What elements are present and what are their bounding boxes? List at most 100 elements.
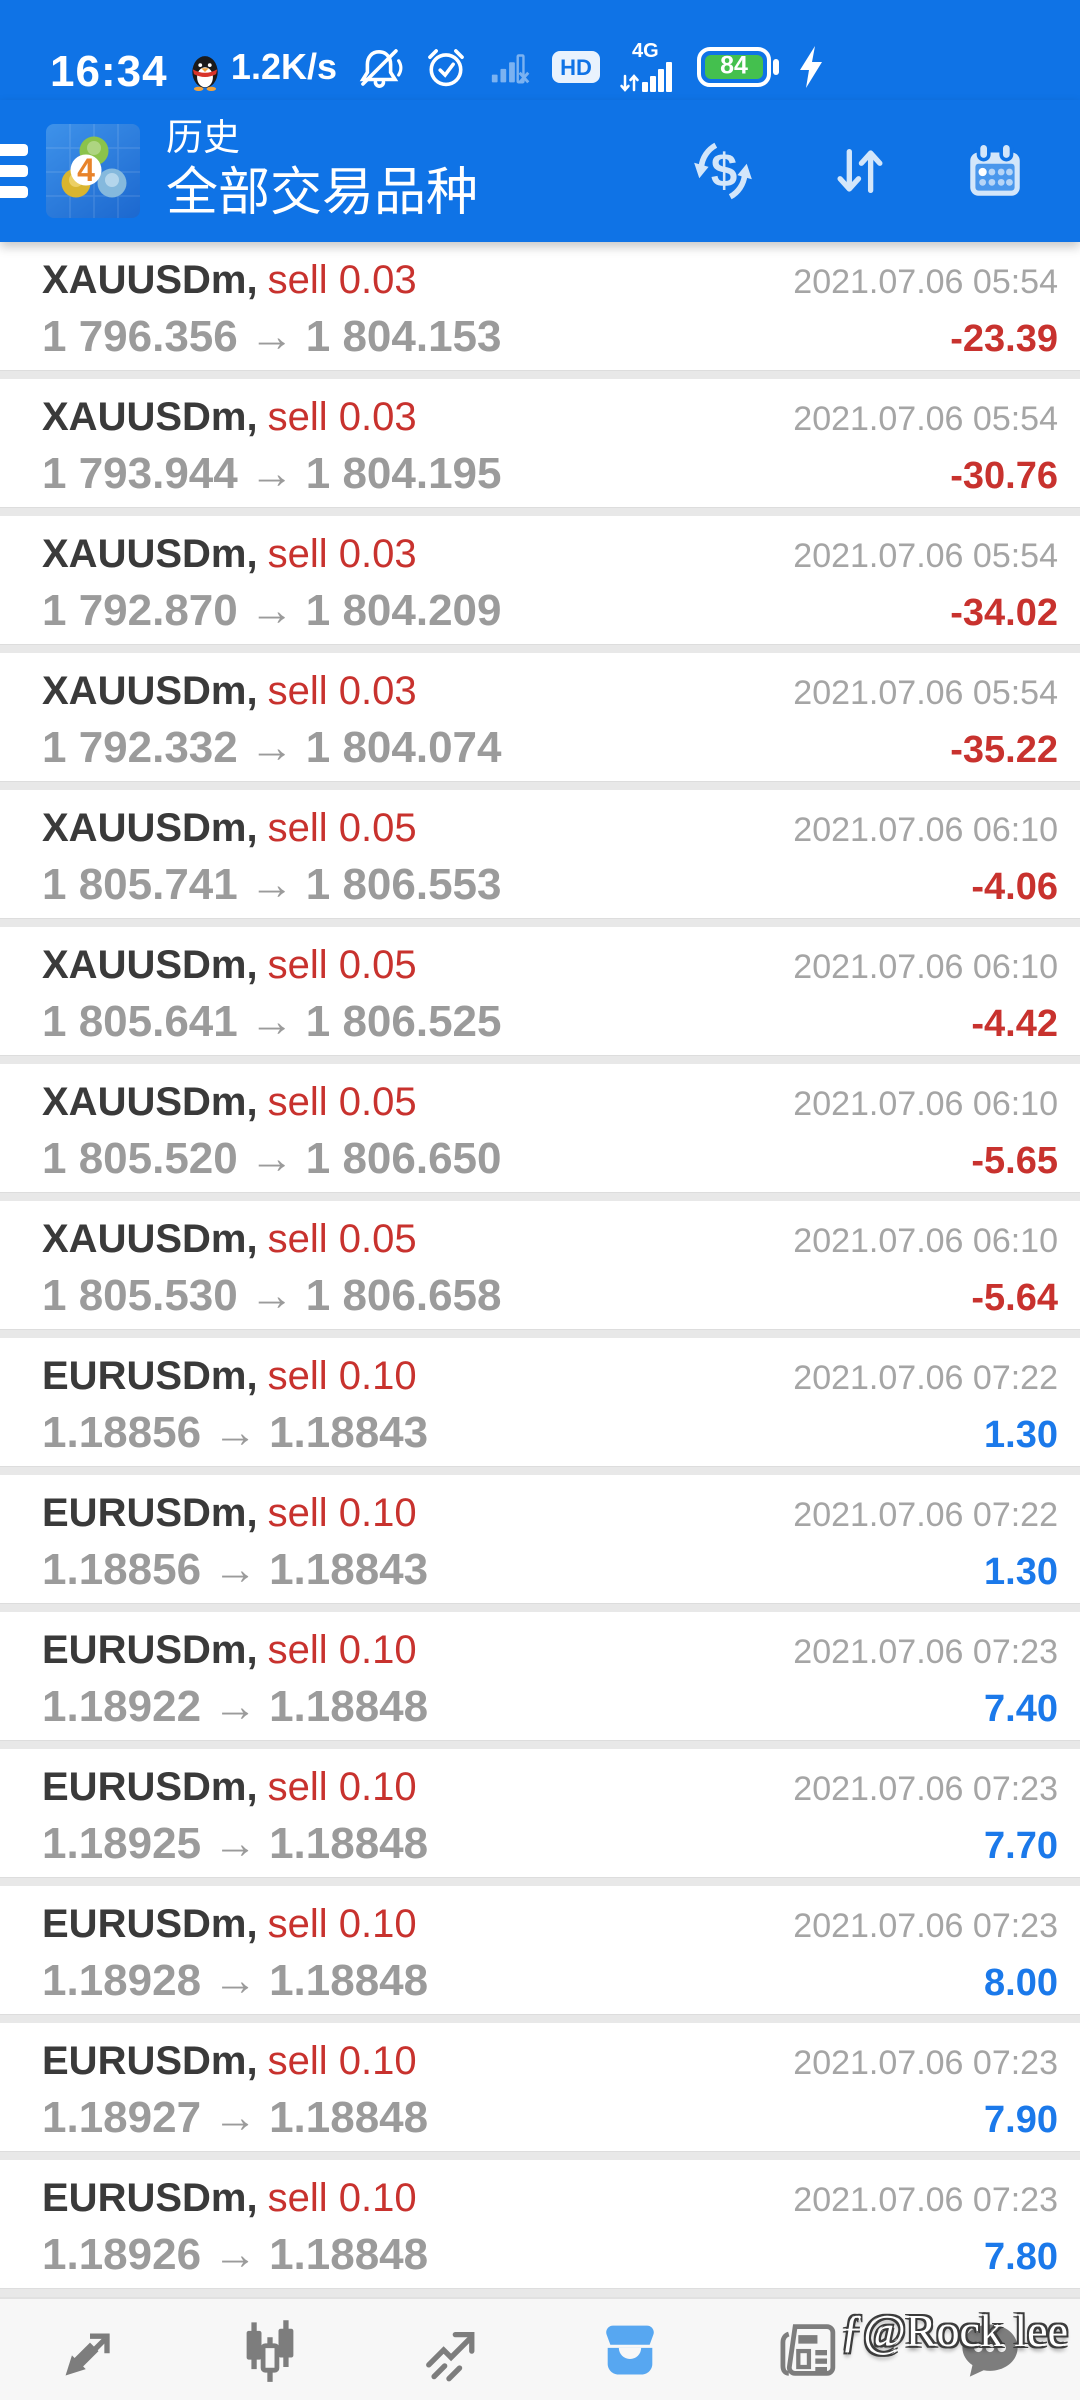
trade-row[interactable]: XAUUSDm, sell 0.03 2021.07.06 05:54 1 792… [0,653,1080,781]
profit-value: 7.70 [984,1825,1058,1867]
charts-icon[interactable] [180,2299,360,2400]
trade-row[interactable]: EURUSDm, sell 0.10 2021.07.06 07:22 1.188… [0,1475,1080,1603]
open-price: 1 805.520 [42,1134,238,1183]
open-price: 1.18928 [42,1956,202,2005]
profit-value: 7.40 [984,1688,1058,1730]
price-arrow-icon: → [213,1819,258,1868]
close-price: 1 806.658 [305,1271,502,1320]
trade-time: 2021.07.06 06:10 [793,1085,1058,1123]
sort-icon[interactable] [826,138,892,204]
symbol-label: EURUSDm, [42,2176,258,2220]
trade-row[interactable]: XAUUSDm, sell 0.05 2021.07.06 06:10 1 805… [0,1201,1080,1329]
symbol-label: EURUSDm, [42,2039,258,2083]
deal-label: sell 0.03 [267,258,417,302]
trade-row[interactable]: EURUSDm, sell 0.10 2021.07.06 07:23 1.189… [0,1612,1080,1740]
trade-row[interactable]: XAUUSDm, sell 0.03 2021.07.06 05:54 1 793… [0,379,1080,507]
signal-sim1-dim-icon [488,47,534,87]
row-divider [0,2288,1080,2297]
trade-time: 2021.07.06 06:10 [793,811,1058,849]
close-price: 1 806.650 [305,1134,502,1183]
svg-text:$: $ [711,144,737,197]
price-arrow-icon: → [249,1134,294,1183]
profit-value: 7.80 [984,2236,1058,2278]
history-icon[interactable] [540,2299,720,2400]
deal-label: sell 0.03 [267,532,417,576]
trade-row[interactable]: XAUUSDm, sell 0.05 2021.07.06 06:10 1 805… [0,790,1080,918]
hamburger-menu-button[interactable] [0,144,30,198]
mt4-app-logo: 4 [46,124,140,218]
deal-label: sell 0.05 [267,1080,417,1124]
price-arrow-icon: → [213,1545,258,1594]
trade-row[interactable]: EURUSDm, sell 0.10 2021.07.06 07:23 1.189… [0,2023,1080,2151]
symbol-label: EURUSDm, [42,1491,258,1535]
trade-time: 2021.07.06 07:22 [793,1359,1058,1397]
close-price: 1.18848 [269,1682,429,1731]
signal-4g-icon: 4G [618,40,680,94]
price-arrow-icon: → [213,1682,258,1731]
close-price: 1.18848 [269,1956,429,2005]
profit-value: 7.90 [984,2099,1058,2141]
trade-time: 2021.07.06 07:23 [793,2181,1058,2219]
status-bar: 16:34 1.2K/s [0,0,1080,100]
profit-value: -30.76 [950,455,1058,497]
news-icon[interactable] [720,2299,900,2400]
trade-row[interactable]: XAUUSDm, sell 0.05 2021.07.06 06:10 1 805… [0,927,1080,1055]
symbol-label: XAUUSDm, [42,395,258,439]
symbol-label: EURUSDm, [42,1902,258,1946]
close-price: 1.18843 [269,1408,429,1457]
trade-time: 2021.07.06 07:23 [793,1633,1058,1671]
header-title[interactable]: 全部交易品种 [166,163,479,222]
open-price: 1.18922 [42,1682,202,1731]
symbol-label: XAUUSDm, [42,1080,258,1124]
profit-value: -5.65 [971,1140,1058,1182]
row-divider [0,1740,1080,1749]
close-price: 1 804.074 [305,723,502,772]
price-arrow-icon: → [249,997,294,1046]
trade-row[interactable]: XAUUSDm, sell 0.03 2021.07.06 05:54 1 792… [0,516,1080,644]
open-price: 1 792.870 [42,586,238,635]
close-price: 1.18848 [269,2093,429,2142]
quotes-icon[interactable] [0,2299,180,2400]
close-price: 1 804.153 [305,312,502,361]
price-arrow-icon: → [249,586,294,635]
trade-row[interactable]: EURUSDm, sell 0.10 2021.07.06 07:23 1.189… [0,1749,1080,1877]
price-arrow-icon: → [213,1956,258,2005]
trade-row[interactable]: XAUUSDm, sell 0.03 2021.07.06 05:54 1 796… [0,242,1080,370]
close-price: 1.18848 [269,2230,429,2279]
calendar-icon[interactable] [962,138,1028,204]
deal-label: sell 0.10 [267,1765,417,1809]
price-arrow-icon: → [249,860,294,909]
svg-text:4G: 4G [632,40,659,62]
price-arrow-icon: → [249,1271,294,1320]
deal-label: sell 0.03 [267,669,417,713]
trade-time: 2021.07.06 07:23 [793,2044,1058,2082]
profit-value: -4.06 [971,866,1058,908]
trade-time: 2021.07.06 07:23 [793,1907,1058,1945]
deal-label: sell 0.10 [267,2176,417,2220]
row-divider [0,1603,1080,1612]
price-arrow-icon: → [213,2230,258,2279]
deal-label: sell 0.05 [267,806,417,850]
open-price: 1 805.641 [42,997,238,1046]
open-price: 1 793.944 [42,449,238,498]
trade-row[interactable]: EURUSDm, sell 0.10 2021.07.06 07:22 1.188… [0,1338,1080,1466]
messages-icon[interactable] [900,2299,1080,2400]
row-divider [0,1466,1080,1475]
open-price: 1.18856 [42,1408,202,1457]
deal-label: sell 0.10 [267,1354,417,1398]
trade-row[interactable]: XAUUSDm, sell 0.05 2021.07.06 06:10 1 805… [0,1064,1080,1192]
trade-row[interactable]: EURUSDm, sell 0.10 2021.07.06 07:23 1.189… [0,2160,1080,2288]
row-divider [0,507,1080,516]
profit-value: 1.30 [984,1551,1058,1593]
trade-time: 2021.07.06 07:23 [793,1770,1058,1808]
deal-label: sell 0.03 [267,395,417,439]
close-price: 1 804.195 [305,449,502,498]
trade-icon[interactable] [360,2299,540,2400]
trade-time: 2021.07.06 05:54 [793,537,1058,575]
profit-value: -23.39 [950,318,1058,360]
row-divider [0,370,1080,379]
trade-row[interactable]: EURUSDm, sell 0.10 2021.07.06 07:23 1.189… [0,1886,1080,2014]
row-divider [0,644,1080,653]
currency-exchange-icon[interactable]: $ [690,138,756,204]
